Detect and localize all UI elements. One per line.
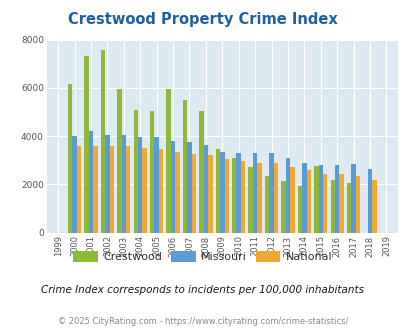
Bar [203,145,208,233]
Bar [371,180,376,233]
Bar [133,110,138,233]
Bar [77,146,81,233]
Bar [236,153,240,233]
Bar [72,136,77,233]
Bar [248,168,252,233]
Bar [109,146,114,233]
Bar [154,137,158,233]
Bar [240,161,245,233]
Bar [334,165,339,233]
Text: © 2025 CityRating.com - https://www.cityrating.com/crime-statistics/: © 2025 CityRating.com - https://www.city… [58,317,347,326]
Bar [166,89,171,233]
Bar [252,153,257,233]
Bar [117,89,121,233]
Bar [142,148,147,233]
Bar [346,183,350,233]
Bar [208,155,212,233]
Bar [297,185,301,233]
Bar [175,152,179,233]
Bar [232,158,236,233]
Bar [339,174,343,233]
Bar [220,152,224,233]
Bar [199,111,203,233]
Bar [313,166,318,233]
Bar [105,135,109,233]
Bar [355,176,359,233]
Bar [285,158,290,233]
Bar [100,50,105,233]
Bar [350,164,355,233]
Bar [224,159,228,233]
Bar [318,165,322,233]
Bar [367,169,371,233]
Bar [322,174,326,233]
Bar [273,163,277,233]
Legend: Crestwood, Missouri, National: Crestwood, Missouri, National [69,247,336,267]
Bar [182,100,187,233]
Bar [215,149,220,233]
Bar [269,153,273,233]
Bar [138,137,142,233]
Bar [306,170,310,233]
Bar [187,142,191,233]
Bar [126,146,130,233]
Bar [93,146,98,233]
Bar [301,163,306,233]
Text: Crime Index corresponds to incidents per 100,000 inhabitants: Crime Index corresponds to incidents per… [41,285,364,295]
Bar [89,131,93,233]
Bar [330,180,334,233]
Bar [281,181,285,233]
Bar [84,56,89,233]
Bar [68,84,72,233]
Bar [122,135,126,233]
Text: Crestwood Property Crime Index: Crestwood Property Crime Index [68,12,337,26]
Bar [191,154,196,233]
Bar [158,149,163,233]
Bar [171,141,175,233]
Bar [149,111,154,233]
Bar [264,176,269,233]
Bar [290,168,294,233]
Bar [257,163,261,233]
